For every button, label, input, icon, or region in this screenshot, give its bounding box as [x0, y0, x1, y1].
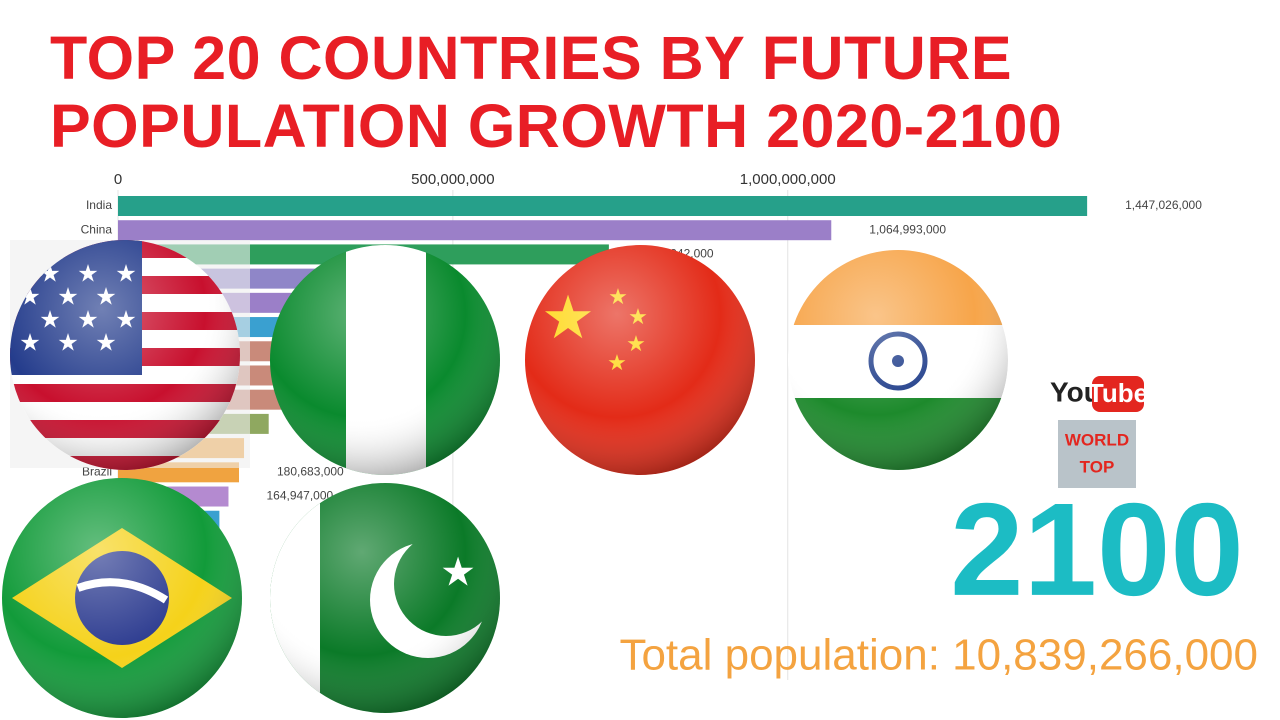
total-label: Total population: 10,839,266,000 [619, 631, 1258, 680]
flag-decorations: ★★★ ★★★ ★★★ ★★★ ★ ★★ ★★ [2, 240, 1008, 718]
flag-india [788, 250, 1008, 470]
x-tick-label: 500,000,000 [411, 171, 494, 188]
value-label: 164,947,000 [266, 489, 333, 503]
value-label: 1,064,993,000 [869, 222, 946, 236]
bar [118, 220, 832, 241]
logo-tube: Tube [1088, 378, 1148, 408]
flag-nigeria [270, 245, 500, 475]
flag-pakistan: ★ [270, 483, 500, 713]
badge [1058, 420, 1136, 488]
flag-china: ★ ★★ ★★ [525, 245, 755, 475]
category-label: India [86, 198, 112, 212]
bar [118, 196, 1088, 216]
logo-box [1092, 376, 1144, 412]
flag-usa: ★★★ ★★★ ★★★ ★★★ [10, 240, 240, 470]
logo: You Tube WORLD TOP [1050, 376, 1148, 488]
flag-brazil [2, 478, 242, 718]
category-label: China [81, 222, 113, 236]
badge-text: TOP [1080, 457, 1115, 476]
value-label: 1,447,026,000 [1125, 198, 1202, 212]
value-label: 180,683,000 [277, 464, 344, 478]
x-tick-label: 0 [114, 171, 122, 188]
x-tick-label: 1,000,000,000 [740, 171, 836, 188]
year-label: 2100 [950, 476, 1244, 623]
badge-text: WORLD [1065, 430, 1129, 449]
chart-title: TOP 20 COUNTRIES BY FUTURE POPULATION GR… [50, 24, 1063, 160]
